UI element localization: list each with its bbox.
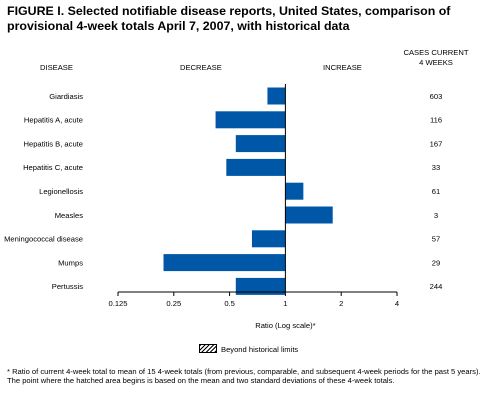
x-tick-label: 0.25 xyxy=(166,299,181,308)
category-label: Pertussis xyxy=(52,282,83,291)
legend-label: Beyond historical limits xyxy=(221,345,299,354)
bar-hepatitis-b-acute xyxy=(235,135,286,153)
x-tick-label: 1 xyxy=(283,299,287,308)
category-label: Hepatitis A, acute xyxy=(24,116,83,125)
cases-value: 603 xyxy=(430,92,443,101)
cases-value: 116 xyxy=(430,116,442,125)
cases-value: 3 xyxy=(434,211,438,220)
x-axis-title: Ratio (Log scale)* xyxy=(255,321,315,330)
cases-value: 57 xyxy=(432,235,440,244)
cases-column-header: CASES CURRENT 4 WEEKS xyxy=(396,48,476,67)
increase-header: INCREASE xyxy=(323,63,362,72)
category-label: Meningococcal disease xyxy=(4,235,83,244)
cases-value: 29 xyxy=(432,258,440,267)
cases-value: 61 xyxy=(432,187,440,196)
hatched-swatch-icon xyxy=(199,344,217,353)
bar-mumps xyxy=(163,254,286,272)
bar-hepatitis-c-acute xyxy=(226,158,286,176)
bar-legionellosis xyxy=(285,182,304,200)
figure-title-line1: FIGURE I. Selected notifiable disease re… xyxy=(7,4,451,18)
x-tick-label: 2 xyxy=(339,299,343,308)
category-label: Measles xyxy=(55,211,83,220)
category-label: Giardiasis xyxy=(49,92,83,101)
legend: Beyond historical limits xyxy=(199,344,298,354)
figure-title-line2: provisional 4-week totals April 7, 2007,… xyxy=(7,19,350,33)
disease-column-header: DISEASE xyxy=(40,63,73,72)
x-tick-label: 4 xyxy=(395,299,399,308)
bar-giardiasis xyxy=(267,87,286,105)
cases-value: 33 xyxy=(432,163,440,172)
cases-value: 244 xyxy=(430,282,443,291)
bar-measles xyxy=(285,206,333,224)
cases-header-line1: CASES CURRENT xyxy=(403,48,469,57)
figure-title: FIGURE I. Selected notifiable disease re… xyxy=(7,4,489,34)
x-tick-label: 0.125 xyxy=(108,299,127,308)
bar-pertussis xyxy=(235,277,286,295)
cases-value: 167 xyxy=(430,139,443,148)
category-label: Mumps xyxy=(58,258,83,267)
decrease-header: DECREASE xyxy=(180,63,222,72)
cases-header-line2: 4 WEEKS xyxy=(419,57,453,67)
x-tick-label: 0.5 xyxy=(224,299,235,308)
bar-meningococcal-disease xyxy=(251,230,286,248)
bar-hepatitis-a-acute xyxy=(215,111,286,129)
category-label: Legionellosis xyxy=(39,187,83,196)
category-label: Hepatitis B, acute xyxy=(23,139,83,148)
footnote: * Ratio of current 4-week total to mean … xyxy=(7,367,481,386)
category-label: Hepatitis C, acute xyxy=(23,163,83,172)
